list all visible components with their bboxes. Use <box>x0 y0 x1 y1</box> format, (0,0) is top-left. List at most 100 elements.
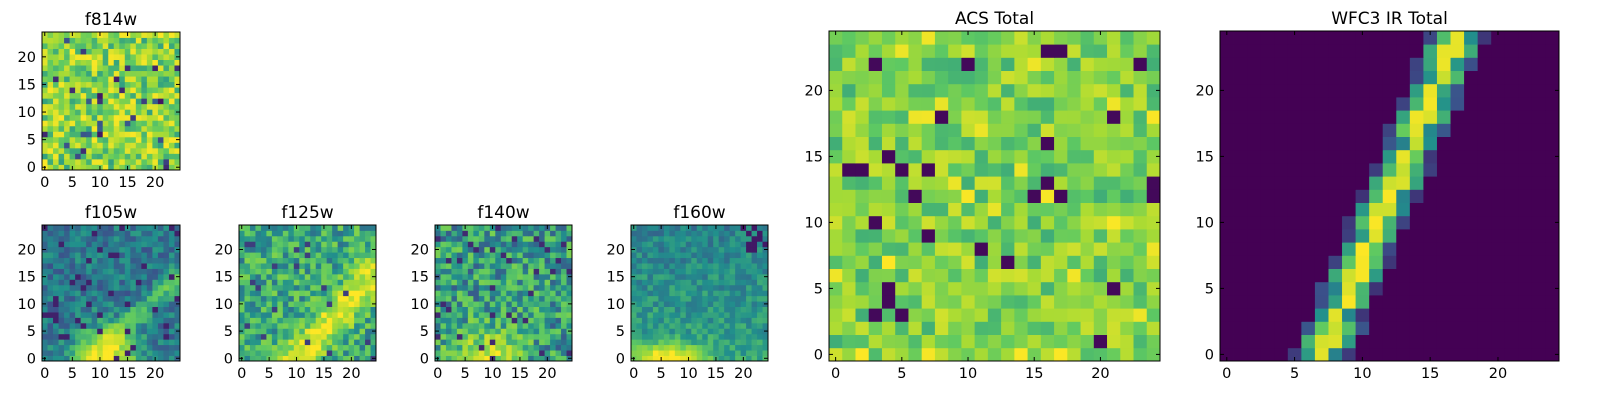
heatmap-cell <box>435 252 441 259</box>
heatmap-cell <box>244 312 251 318</box>
heatmap-cell <box>152 290 159 297</box>
heatmap-cell <box>86 92 93 99</box>
heatmap-cell <box>435 263 441 269</box>
heatmap-cell <box>702 355 709 362</box>
heatmap-cell <box>495 322 502 329</box>
heatmap-cell <box>80 317 87 324</box>
heatmap-cell <box>895 110 909 124</box>
heatmap-cell <box>842 110 856 124</box>
heatmap-cell <box>97 350 104 356</box>
heatmap-cell <box>365 246 371 253</box>
heatmap-cell <box>163 32 170 38</box>
heatmap-cell <box>652 284 659 291</box>
heatmap-cell <box>1450 70 1465 85</box>
heatmap-cell <box>152 76 159 83</box>
heatmap-cell <box>370 333 377 340</box>
heatmap-cell <box>174 252 181 259</box>
heatmap-cell <box>102 252 109 259</box>
heatmap-cell <box>86 125 93 132</box>
heatmap-cell <box>260 263 267 269</box>
heatmap-cell <box>718 328 725 335</box>
heatmap-cell <box>146 54 153 60</box>
heatmap-cell <box>451 312 458 318</box>
heatmap-cell <box>365 312 371 318</box>
heatmap-cell <box>724 279 731 286</box>
heatmap-cell <box>119 290 126 297</box>
heatmap-cell <box>729 246 736 253</box>
heatmap-cell <box>451 295 458 302</box>
heatmap-cell <box>130 48 137 55</box>
heatmap-cell <box>445 284 452 291</box>
heatmap-cell <box>1382 97 1397 111</box>
heatmap-cell <box>130 153 137 160</box>
heatmap-cell <box>108 322 115 329</box>
heatmap-cell <box>1491 176 1506 190</box>
heatmap-cell <box>293 322 300 329</box>
heatmap-cell <box>321 312 328 318</box>
heatmap-cell <box>354 355 360 362</box>
x-tick-label: 15 <box>315 366 333 382</box>
heatmap-cell <box>277 344 284 351</box>
heatmap-cell <box>735 333 741 340</box>
heatmap-cell <box>1054 163 1068 177</box>
heatmap-cell <box>337 290 344 297</box>
heatmap-cell <box>315 241 322 248</box>
heatmap-cell <box>163 350 170 356</box>
heatmap-cell <box>163 37 170 44</box>
heatmap-cell <box>152 48 159 55</box>
heatmap-cell <box>895 136 909 151</box>
heatmap-cell <box>762 295 769 302</box>
heatmap-cell <box>561 317 567 324</box>
heatmap-cell <box>445 235 452 242</box>
heatmap-cell <box>631 268 637 275</box>
heatmap-cell <box>948 295 962 309</box>
heatmap-cell <box>987 268 1002 283</box>
heatmap-cell <box>1450 123 1465 137</box>
heatmap-cell <box>663 339 670 346</box>
heatmap-cell <box>948 97 962 111</box>
heatmap-cell <box>440 355 447 362</box>
heatmap-cell <box>157 109 164 116</box>
heatmap-cell <box>1080 242 1095 256</box>
heatmap-cell <box>456 252 463 259</box>
y-tick-label: 5 <box>27 133 36 149</box>
heatmap-cell <box>1450 57 1465 71</box>
heatmap-cell <box>113 322 120 329</box>
heatmap-cell <box>974 123 989 137</box>
heatmap-cell <box>1342 281 1356 296</box>
heatmap-cell <box>555 284 562 291</box>
heatmap-cell <box>987 110 1002 124</box>
heatmap-cell <box>746 317 752 324</box>
heatmap-cell <box>987 163 1002 177</box>
heatmap-cell <box>370 344 377 351</box>
heatmap-cell <box>462 333 469 340</box>
heatmap-cell <box>517 333 524 340</box>
heatmap-cell <box>544 230 551 237</box>
heatmap-cell <box>58 131 65 138</box>
heatmap-cell <box>86 328 93 335</box>
heatmap-cell <box>696 306 703 313</box>
heatmap-cell <box>1260 83 1275 98</box>
heatmap-cell <box>80 268 87 275</box>
heatmap-cell <box>130 131 137 138</box>
heatmap-cell <box>64 120 70 127</box>
heatmap-cell <box>533 317 540 324</box>
heatmap-cell <box>108 48 115 55</box>
heatmap-cell <box>1504 229 1519 243</box>
heatmap-cell <box>332 322 339 329</box>
heatmap-cell <box>86 65 93 72</box>
heatmap-cell <box>135 355 142 362</box>
heatmap-cell <box>1120 308 1134 322</box>
y-tick-label: 0 <box>814 347 823 363</box>
heatmap-cell <box>948 347 962 362</box>
heatmap-cell <box>842 229 856 243</box>
heatmap-cell <box>511 333 518 340</box>
heatmap-cell <box>119 48 126 55</box>
heatmap-cell <box>315 339 322 346</box>
heatmap-cell <box>47 225 54 231</box>
heatmap-cell <box>842 281 856 296</box>
heatmap-cell <box>456 263 463 269</box>
heatmap-cell <box>288 279 295 286</box>
heatmap-cell <box>1464 149 1479 164</box>
heatmap-cell <box>1274 31 1289 45</box>
